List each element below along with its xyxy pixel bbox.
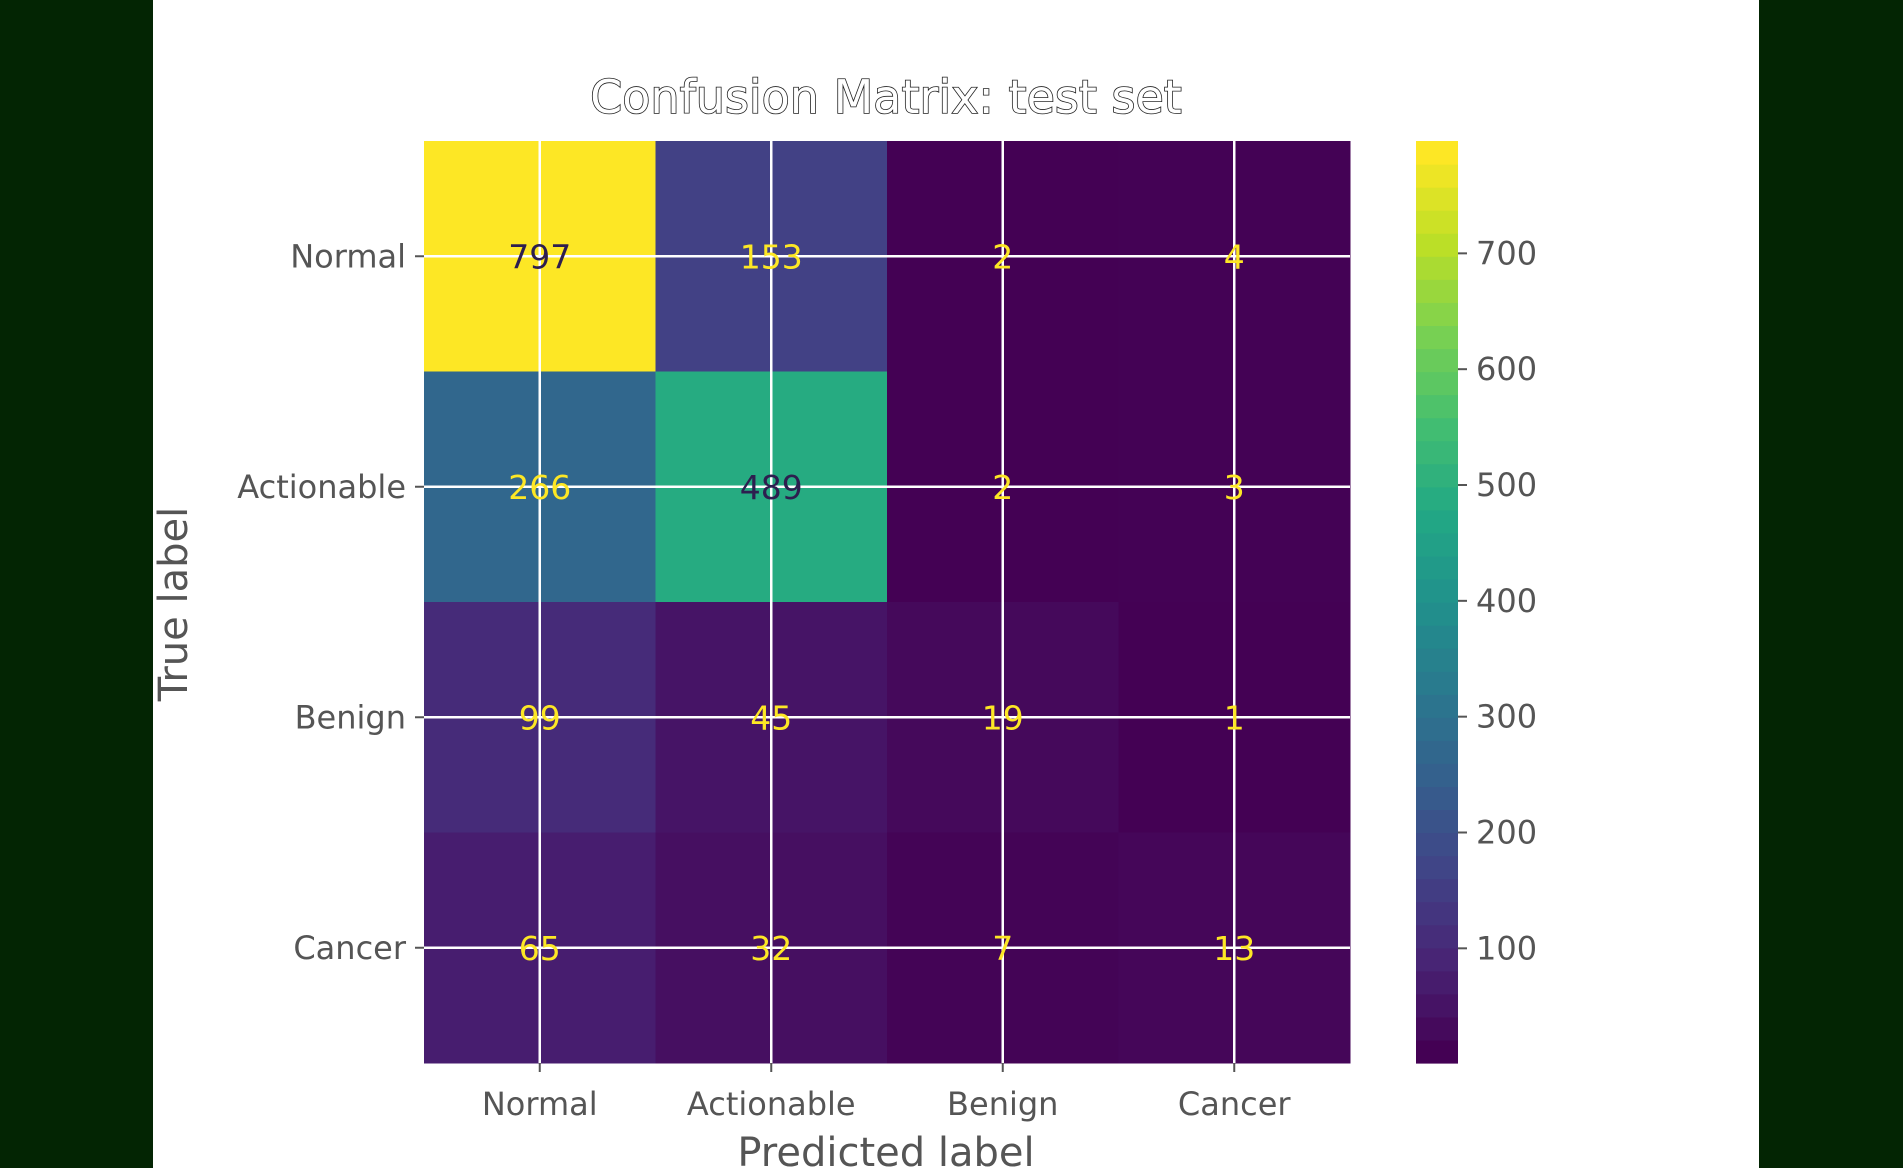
y-axis-ticks: Normal Actionable Benign Cancer xyxy=(237,237,424,967)
colorbar-band-7 xyxy=(1416,878,1458,903)
colorbar-band-16 xyxy=(1416,671,1458,695)
cell-value-label-3-2: 7 xyxy=(992,929,1013,968)
colorbar-band-5 xyxy=(1416,924,1458,949)
colorbar-tick-label-2: 300 xyxy=(1476,698,1537,736)
colorbar-band-2 xyxy=(1416,993,1458,1018)
cell-value-label-3-0: 65 xyxy=(519,929,561,968)
colorbar-band-15 xyxy=(1416,694,1458,718)
colorbar-tick-label-5: 600 xyxy=(1476,350,1537,388)
colorbar-band-1 xyxy=(1416,1016,1458,1041)
x-tick-label-1: Actionable xyxy=(687,1085,856,1123)
colorbar-tick-label-3: 400 xyxy=(1476,582,1537,620)
chart-title: Confusion Matrix: test set xyxy=(590,70,1182,124)
colorbar-band-33 xyxy=(1416,279,1458,303)
x-tick-label-2: Benign xyxy=(947,1085,1058,1123)
colorbar-band-9 xyxy=(1416,832,1458,857)
colorbar-band-0 xyxy=(1416,1039,1458,1064)
x-axis-ticks: Normal Actionable Benign Cancer xyxy=(482,1063,1292,1123)
colorbar-band-18 xyxy=(1416,625,1458,649)
colorbar-band-23 xyxy=(1416,509,1458,534)
colorbar-band-13 xyxy=(1416,740,1458,764)
colorbar-band-39 xyxy=(1416,141,1458,165)
colorbar-band-6 xyxy=(1416,901,1458,926)
cell-value-label-1-1: 489 xyxy=(740,468,803,507)
cell-value-label-1-3: 3 xyxy=(1224,468,1245,507)
x-axis-label: Predicted label xyxy=(737,1130,1034,1168)
cell-value-label-2-3: 1 xyxy=(1224,698,1245,737)
colorbar-band-14 xyxy=(1416,717,1458,741)
colorbar-band-22 xyxy=(1416,532,1458,557)
heatmap-cells xyxy=(424,141,1351,1064)
x-tick-label-0: Normal xyxy=(482,1085,598,1123)
colorbar-band-34 xyxy=(1416,256,1458,280)
cell-value-label-1-0: 266 xyxy=(508,468,571,507)
colorbar-band-19 xyxy=(1416,602,1458,626)
cell-value-label-2-2: 19 xyxy=(982,698,1024,737)
colorbar-ticks: 100 200 300 400 500 600 700 xyxy=(1458,234,1537,967)
colorbar-band-10 xyxy=(1416,809,1458,834)
colorbar-band-25 xyxy=(1416,463,1458,488)
grid-lines xyxy=(424,141,1350,1063)
y-tick-label-1: Actionable xyxy=(237,468,406,506)
colorbar-band-11 xyxy=(1416,786,1458,811)
y-tick-label-2: Benign xyxy=(295,698,406,736)
cell-value-label-0-3: 4 xyxy=(1224,237,1245,276)
colorbar-band-8 xyxy=(1416,855,1458,880)
cell-value-label-3-1: 32 xyxy=(750,929,792,968)
colorbar-band-38 xyxy=(1416,164,1458,188)
cell-value-label-2-1: 45 xyxy=(750,698,792,737)
colorbar-band-21 xyxy=(1416,555,1458,580)
colorbar-band-17 xyxy=(1416,648,1458,672)
colorbar-band-30 xyxy=(1416,348,1458,373)
colorbar-band-4 xyxy=(1416,947,1458,972)
colorbar-band-31 xyxy=(1416,325,1458,350)
cell-value-label-1-2: 2 xyxy=(992,468,1013,507)
colorbar-band-29 xyxy=(1416,371,1458,396)
cell-value-label-0-0: 797 xyxy=(508,237,571,276)
colorbar-band-27 xyxy=(1416,417,1458,442)
x-tick-label-3: Cancer xyxy=(1178,1085,1292,1123)
cell-value-label-2-0: 99 xyxy=(519,698,561,737)
colorbar-band-3 xyxy=(1416,970,1458,995)
colorbar-band-24 xyxy=(1416,486,1458,511)
colorbar-band-12 xyxy=(1416,763,1458,787)
colorbar-band-36 xyxy=(1416,210,1458,234)
cell-value-label-0-1: 153 xyxy=(740,237,803,276)
y-tick-label-0: Normal xyxy=(290,237,406,275)
cell-value-label-0-2: 2 xyxy=(992,237,1013,276)
colorbar-tick-label-0: 100 xyxy=(1476,929,1537,967)
colorbar-band-20 xyxy=(1416,578,1458,603)
cell-value-labels: 797 153 2 4 266 489 2 3 99 45 19 1 65 32 7 13 xyxy=(508,237,1255,968)
colorbar-tick-label-4: 500 xyxy=(1476,466,1537,504)
colorbar-band-35 xyxy=(1416,233,1458,257)
colorbar-band-26 xyxy=(1416,440,1458,465)
colorbar-band-37 xyxy=(1416,187,1458,211)
cell-value-label-3-3: 13 xyxy=(1213,929,1255,968)
colorbar-tick-label-1: 200 xyxy=(1476,814,1537,852)
y-axis-label: True label xyxy=(151,507,197,702)
colorbar xyxy=(1416,141,1458,1064)
colorbar-band-32 xyxy=(1416,302,1458,326)
colorbar-tick-label-6: 700 xyxy=(1476,234,1537,272)
colorbar-band-28 xyxy=(1416,394,1458,419)
y-tick-label-3: Cancer xyxy=(293,929,407,967)
